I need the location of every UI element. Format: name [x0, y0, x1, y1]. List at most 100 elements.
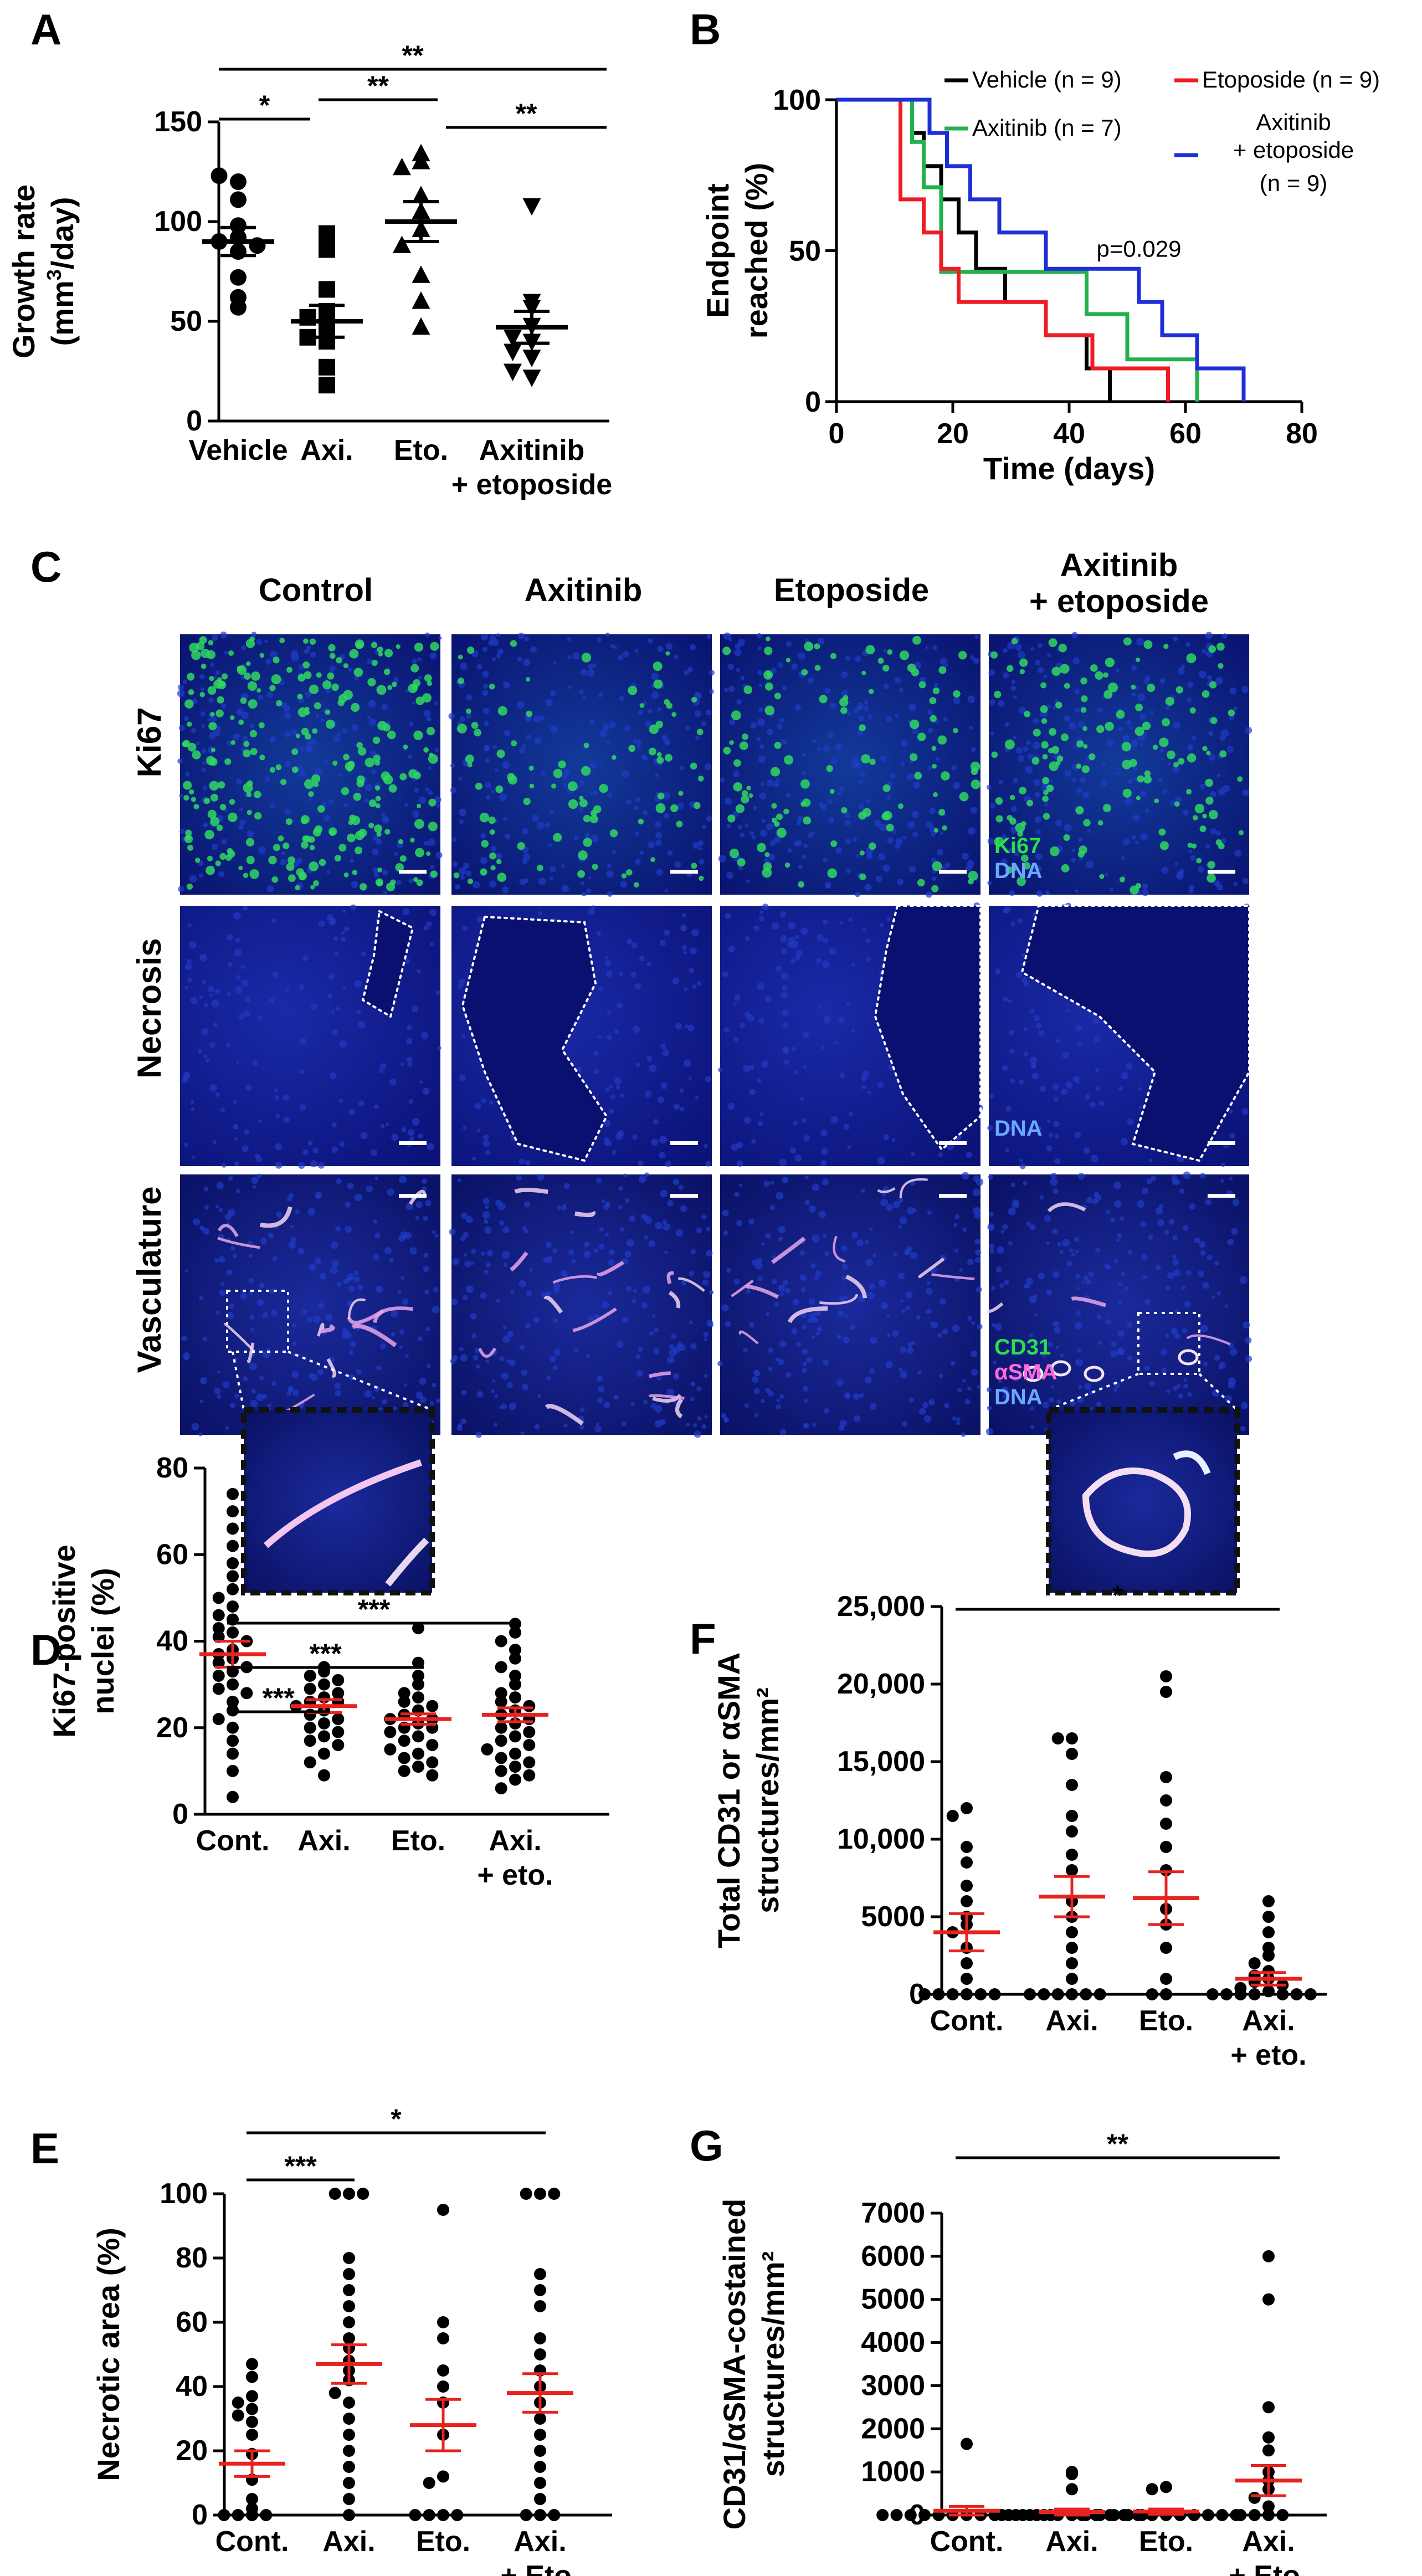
data-point	[1146, 1988, 1158, 2000]
stain-label-necrosis-dna: DNA	[994, 1116, 1043, 1141]
data-point	[523, 1700, 536, 1712]
y-axis-label: Total CD31 or αSMA	[711, 1653, 746, 1948]
panel-letter-a: A	[30, 5, 61, 54]
y-tick-label: 60	[176, 2306, 208, 2338]
y-tick-label: 20	[176, 2435, 208, 2467]
data-point	[1206, 1988, 1219, 2000]
data-point	[384, 1743, 397, 1756]
data-point	[412, 1730, 424, 1743]
data-point	[319, 281, 335, 298]
data-point	[412, 265, 430, 283]
data-point	[961, 1973, 973, 1985]
legend-n-combo: (n = 9)	[1260, 170, 1328, 196]
data-point	[230, 191, 247, 208]
data-point	[548, 2509, 561, 2521]
data-point	[1066, 1942, 1078, 1954]
data-point	[246, 2493, 258, 2505]
data-point	[509, 1691, 521, 1704]
data-point	[1248, 2491, 1261, 2504]
category-label: Vehicle	[188, 434, 288, 466]
y-axis-label-line2: structures/mm²	[756, 2251, 790, 2477]
data-point	[1160, 1771, 1172, 1783]
data-point	[961, 1957, 973, 1969]
data-point	[495, 1635, 507, 1648]
data-point	[412, 1691, 424, 1704]
y-tick-label: 40	[176, 2370, 208, 2403]
data-point	[1160, 1818, 1172, 1830]
y-axis-label-line2: structures/mm²	[750, 1687, 785, 1913]
data-point	[1160, 1794, 1172, 1807]
data-point	[509, 1626, 521, 1639]
data-point	[332, 1687, 345, 1700]
data-point	[1262, 1949, 1275, 1962]
panel-letter-g: G	[690, 2121, 723, 2170]
data-point	[946, 1988, 959, 2000]
y-axis-label: Endpoint	[700, 183, 735, 318]
data-point	[534, 2509, 546, 2521]
data-point	[534, 2477, 546, 2489]
row-label-necrosis: Necrosis	[131, 938, 168, 1078]
data-point	[534, 2461, 546, 2473]
data-point	[495, 1782, 507, 1795]
data-point	[343, 2316, 355, 2328]
data-point	[522, 198, 541, 216]
data-point	[246, 2390, 258, 2403]
data-point	[227, 1626, 239, 1639]
data-point	[961, 1880, 973, 1892]
data-point	[343, 2413, 355, 2425]
data-point	[227, 1487, 239, 1500]
data-point	[212, 1609, 225, 1621]
data-point	[343, 2493, 355, 2505]
data-point	[212, 1670, 225, 1682]
data-point	[426, 1700, 439, 1712]
data-point	[1160, 1988, 1172, 2000]
significance-label: ***	[262, 1682, 295, 1713]
data-point	[1051, 1732, 1064, 1744]
stain-label-ki67-dna: DNA	[994, 859, 1043, 883]
data-point	[328, 2387, 341, 2399]
row-label-vasculature: Vasculature	[131, 1187, 168, 1373]
row-label-ki67: Ki67	[131, 707, 168, 778]
data-point	[509, 1773, 521, 1786]
data-point	[1024, 2509, 1036, 2521]
data-point	[1066, 1988, 1078, 2000]
data-point	[534, 2429, 546, 2441]
data-point	[1304, 1988, 1317, 2000]
data-point	[1066, 1926, 1078, 1938]
data-point	[509, 1652, 521, 1665]
data-point	[412, 186, 430, 203]
category-label: Axi.	[300, 434, 353, 466]
data-point	[1066, 2483, 1078, 2496]
data-point	[522, 300, 541, 317]
panel-c-micrographs: Control Axitinib Etoposide Axitinib + eto…	[131, 547, 1252, 1595]
legend-name-vehicle: Vehicle	[972, 66, 1047, 93]
data-point	[230, 299, 247, 316]
data-point	[426, 1756, 439, 1769]
data-point	[412, 1670, 424, 1682]
data-point	[946, 1810, 959, 1822]
data-point	[961, 1895, 973, 1907]
data-point	[1024, 1988, 1036, 2000]
data-point	[1262, 1926, 1275, 1938]
legend-name-etoposide: Etoposide	[1202, 66, 1306, 93]
data-point	[230, 217, 247, 234]
data-point	[412, 291, 430, 309]
data-point	[412, 1747, 424, 1760]
data-point	[451, 2509, 464, 2521]
survival-curve	[836, 98, 1246, 402]
data-point	[246, 2403, 258, 2415]
data-point	[437, 2509, 449, 2521]
category-label: Cont.	[215, 2526, 289, 2558]
column-header-axitinib: Axitinib	[525, 572, 643, 608]
data-point	[332, 1726, 345, 1738]
data-point	[212, 1592, 225, 1604]
data-point	[1262, 1911, 1275, 1923]
data-point	[423, 2477, 435, 2489]
data-point	[1216, 2509, 1229, 2521]
data-point	[319, 225, 335, 242]
panel-g-costained: 01000200030004000500060007000CD31/αSMA-c…	[717, 2128, 1327, 2576]
data-point	[318, 1769, 330, 1782]
data-point	[393, 235, 411, 253]
data-point	[398, 1735, 410, 1747]
